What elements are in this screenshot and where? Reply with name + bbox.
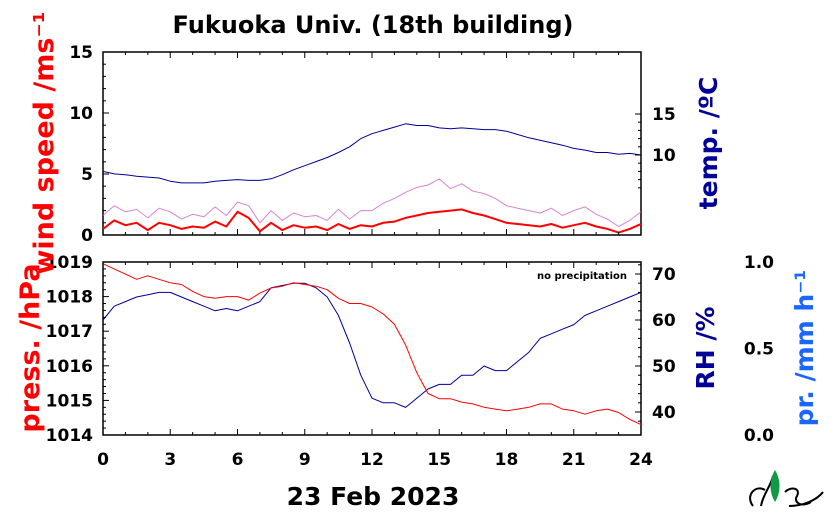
rh-tick-label: 60 — [652, 311, 676, 331]
tick-labels-group: 0 3 6 9 12 15 18 21 2405101510151014101510161017… — [46, 43, 774, 470]
fukuoka-univ-logo-icon — [749, 470, 824, 507]
x-tick-label: 3 — [164, 450, 176, 470]
precipitation-tick-label: 0.0 — [744, 426, 774, 446]
upper-series-group — [102, 123, 642, 234]
pressure-tick-label: 1015 — [46, 391, 93, 411]
rh-axis-label: RH /% — [691, 306, 720, 389]
x-tick-label: 15 — [427, 450, 451, 470]
relative-humidity-line — [102, 282, 642, 408]
no-precipitation-label: no precipitation — [537, 271, 627, 282]
x-tick-label: 18 — [495, 450, 519, 470]
temperature-tick-label: 15 — [652, 105, 676, 125]
x-tick-label: 21 — [562, 450, 586, 470]
pressure-tick-label: 1014 — [46, 426, 93, 446]
x-tick-label: 0 — [97, 450, 109, 470]
x-tick-label: 9 — [299, 450, 311, 470]
precipitation-axis-label: pr. /mm h⁻¹ — [790, 270, 819, 427]
wind-speed-tick-label: 10 — [69, 104, 93, 124]
wind-speed-tick-label: 15 — [69, 43, 93, 63]
temperature-line — [102, 123, 642, 184]
rh-tick-label: 40 — [652, 403, 676, 423]
pressure-tick-label: 1018 — [46, 288, 93, 308]
pressure-line — [102, 263, 642, 426]
pressure-tick-label: 1016 — [46, 357, 93, 377]
x-tick-label: 24 — [629, 450, 653, 470]
rh-tick-label: 70 — [652, 265, 676, 285]
wind-speed-tick-label: 5 — [81, 165, 93, 185]
temperature-axis-label: temp. /ºC — [694, 77, 723, 210]
wind-gust-line — [102, 178, 642, 227]
precipitation-tick-label: 1.0 — [744, 253, 774, 273]
lower-panel-frame — [102, 261, 642, 436]
temperature-tick-label: 10 — [652, 146, 676, 166]
wind-speed-axis-label: wind speed /ms⁻¹ — [29, 11, 60, 274]
lower-series-group — [102, 263, 642, 426]
upper-panel-frame — [102, 51, 642, 236]
pressure-axis-label: press. /hPa — [15, 263, 46, 432]
rh-tick-label: 50 — [652, 357, 676, 377]
wind-speed-line — [102, 208, 642, 234]
x-tick-label: 12 — [360, 450, 384, 470]
x-tick-label: 6 — [232, 450, 244, 470]
axis-ticks-group — [102, 51, 642, 436]
wind-speed-tick-label: 0 — [81, 226, 93, 246]
date-label: 23 Feb 2023 — [287, 482, 460, 511]
precipitation-tick-label: 0.5 — [744, 340, 774, 360]
pressure-tick-label: 1017 — [46, 322, 93, 342]
pressure-tick-label: 1019 — [46, 253, 93, 273]
chart-title: Fukuoka Univ. (18th building) — [173, 11, 574, 39]
